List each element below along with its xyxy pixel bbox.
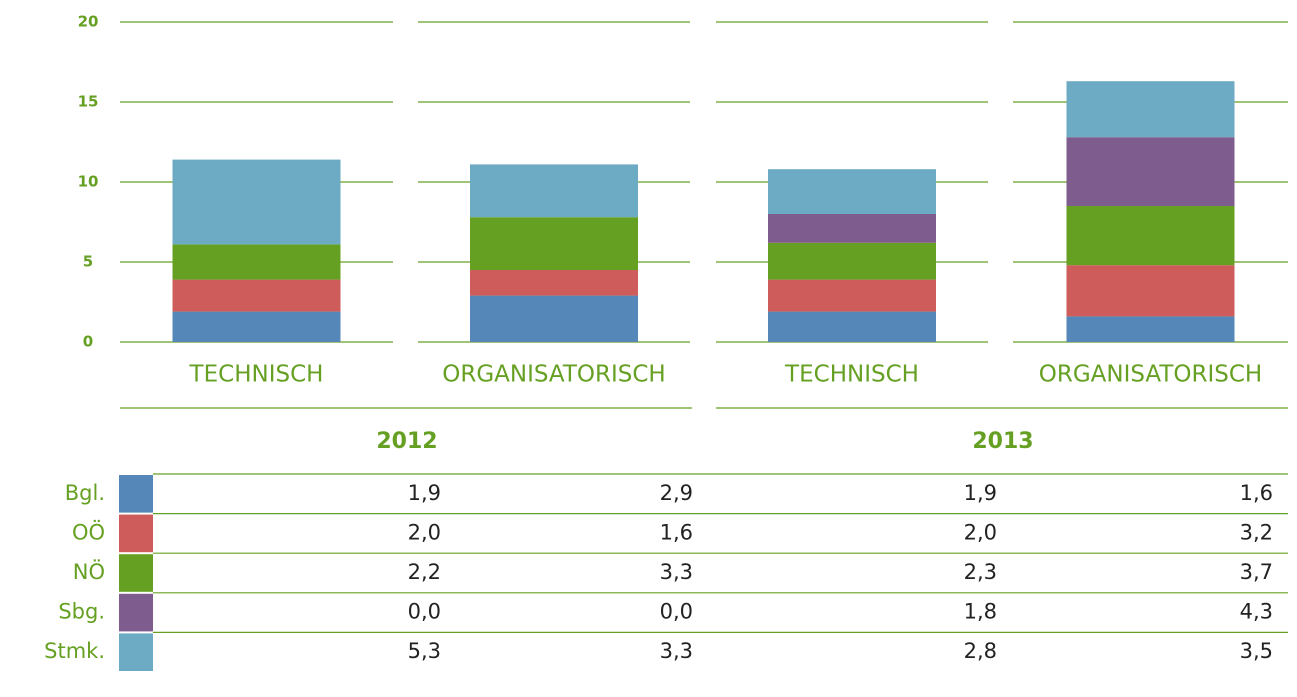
bar-segment — [768, 214, 936, 243]
group-label: 2013 — [972, 429, 1033, 454]
table-value: 2,9 — [660, 481, 693, 505]
table-value: 3,3 — [660, 639, 693, 663]
bar-segment — [1066, 316, 1235, 342]
bar-segment — [470, 270, 638, 296]
legend-label: OÖ — [72, 519, 105, 544]
legend-label: NÖ — [73, 559, 105, 584]
x-tick-label: ORGANISATORISCH — [1039, 362, 1262, 388]
bar-segment — [1066, 137, 1235, 206]
y-tick-label: 20 — [78, 13, 99, 31]
group-label: 2012 — [376, 429, 437, 454]
table-value: 2,0 — [964, 520, 997, 544]
table-value: 1,8 — [964, 600, 997, 624]
legend-label: Stmk. — [44, 639, 105, 663]
table-value: 3,7 — [1240, 560, 1273, 584]
legend-swatch — [119, 593, 153, 632]
table-value: 2,8 — [964, 639, 997, 663]
table-value: 1,6 — [660, 520, 693, 544]
table-value: 3,5 — [1240, 639, 1273, 663]
bar-segment — [470, 217, 638, 270]
bar-segment — [172, 311, 341, 342]
legend-swatch — [119, 633, 153, 671]
table-value: 1,6 — [1240, 481, 1273, 505]
table-value: 0,0 — [408, 600, 441, 624]
bar-segment — [172, 279, 341, 312]
table-value: 2,0 — [408, 520, 441, 544]
legend-label: Bgl. — [65, 481, 105, 505]
table-value: 1,9 — [408, 481, 441, 505]
y-tick-label: 10 — [78, 173, 99, 191]
x-tick-label: ORGANISATORISCH — [442, 362, 665, 388]
bar-segment — [1066, 265, 1235, 317]
x-tick-label: TECHNISCH — [784, 362, 919, 388]
legend-swatch — [119, 514, 153, 553]
bar-segment — [1066, 81, 1235, 138]
bar-segment — [1066, 206, 1235, 266]
legend-label: Sbg. — [58, 600, 105, 624]
table-value: 1,9 — [964, 481, 997, 505]
table-value: 2,2 — [408, 560, 441, 584]
y-tick-label: 5 — [83, 253, 93, 271]
table-value: 4,3 — [1240, 600, 1273, 624]
table-value: 3,3 — [660, 560, 693, 584]
bar-segment — [172, 244, 341, 280]
y-tick-label: 0 — [83, 333, 93, 351]
table-value: 2,3 — [964, 560, 997, 584]
legend-swatch — [119, 554, 153, 592]
legend-swatch — [119, 475, 153, 513]
table-value: 0,0 — [660, 600, 693, 624]
table-value: 5,3 — [408, 639, 441, 663]
bar-segment — [470, 295, 638, 342]
table-value: 3,2 — [1240, 520, 1273, 544]
y-tick-label: 15 — [78, 93, 99, 111]
bar-segment — [768, 242, 936, 280]
x-tick-label: TECHNISCH — [189, 362, 324, 388]
bar-segment — [768, 311, 936, 342]
bar-segment — [768, 279, 936, 312]
bar-segment — [768, 169, 936, 214]
bar-segment — [470, 164, 638, 218]
bar-segment — [172, 159, 341, 245]
